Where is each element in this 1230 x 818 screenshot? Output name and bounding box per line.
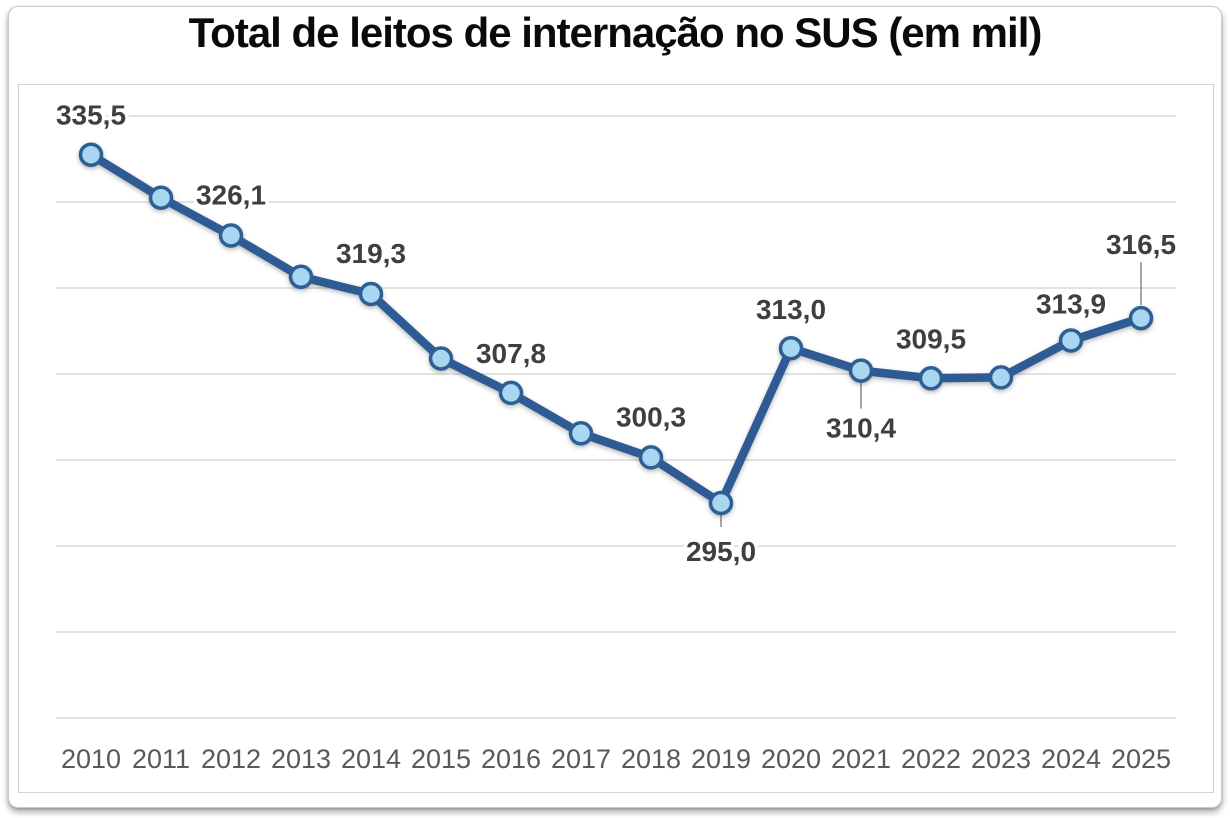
data-label-2012: 326,1 — [196, 180, 266, 211]
x-axis-label-2010: 2010 — [61, 744, 121, 774]
chart-card: Total de leitos de internação no SUS (em… — [8, 6, 1222, 808]
chart-title: Total de leitos de internação no SUS (em… — [188, 9, 1043, 56]
x-axis-label-2014: 2014 — [341, 744, 401, 774]
data-point-2022 — [918, 366, 944, 391]
x-axis-label-2019: 2019 — [691, 744, 751, 774]
plot-area: 335,5 326,1 319,3 307,8 300,3 295,0 313,0 310,4… — [18, 84, 1214, 793]
data-label-2018: 300,3 — [616, 401, 686, 432]
data-label-2019: 295,0 — [686, 536, 756, 567]
x-axis-label-2016: 2016 — [481, 744, 541, 774]
data-label-2016: 307,8 — [476, 338, 546, 369]
data-point-2013 — [288, 264, 314, 290]
data-label-2020: 313,0 — [756, 294, 826, 325]
data-point-2019 — [708, 490, 734, 516]
data-label-2014: 319,3 — [336, 238, 406, 269]
x-axis-label-2015: 2015 — [411, 744, 471, 774]
data-point-2023 — [988, 365, 1014, 390]
line-chart: 335,5 326,1 319,3 307,8 300,3 295,0 313,0 310,4… — [52, 96, 1179, 774]
data-point-2020 — [778, 335, 804, 361]
data-point-2014 — [358, 281, 384, 307]
x-axis-label-2024: 2024 — [1041, 744, 1101, 774]
data-label-2025: 316,5 — [1106, 229, 1176, 260]
x-axis-label-2017: 2017 — [551, 744, 611, 774]
data-label-2010: 335,5 — [56, 100, 126, 131]
x-axis-label-2022: 2022 — [901, 744, 961, 774]
data-point-2016 — [498, 380, 524, 406]
x-axis-label-2020: 2020 — [761, 744, 821, 774]
x-axis-label-2018: 2018 — [621, 744, 681, 774]
data-label-2024: 313,9 — [1036, 289, 1106, 320]
data-point-2021 — [848, 358, 874, 383]
data-point-2018 — [638, 445, 664, 470]
data-point-2025 — [1128, 305, 1154, 331]
data-label-2022: 309,5 — [896, 323, 966, 354]
x-axis-label-2025: 2025 — [1111, 744, 1171, 774]
data-point-2011 — [148, 185, 174, 210]
x-axis-label-2013: 2013 — [271, 744, 331, 774]
data-point-2015 — [428, 346, 454, 371]
data-point-2010 — [78, 142, 104, 167]
series-group — [78, 142, 1154, 516]
data-point-2017 — [568, 421, 594, 446]
x-axis-label-2011: 2011 — [132, 744, 190, 774]
data-label-2021: 310,4 — [826, 413, 896, 444]
x-axis-label-2023: 2023 — [971, 744, 1031, 774]
x-axis-label-2012: 2012 — [201, 744, 261, 774]
data-point-2012 — [218, 223, 244, 248]
x-axis-label-2021: 2021 — [831, 744, 891, 774]
series-line — [86, 150, 1146, 508]
data-point-2024 — [1058, 328, 1084, 353]
